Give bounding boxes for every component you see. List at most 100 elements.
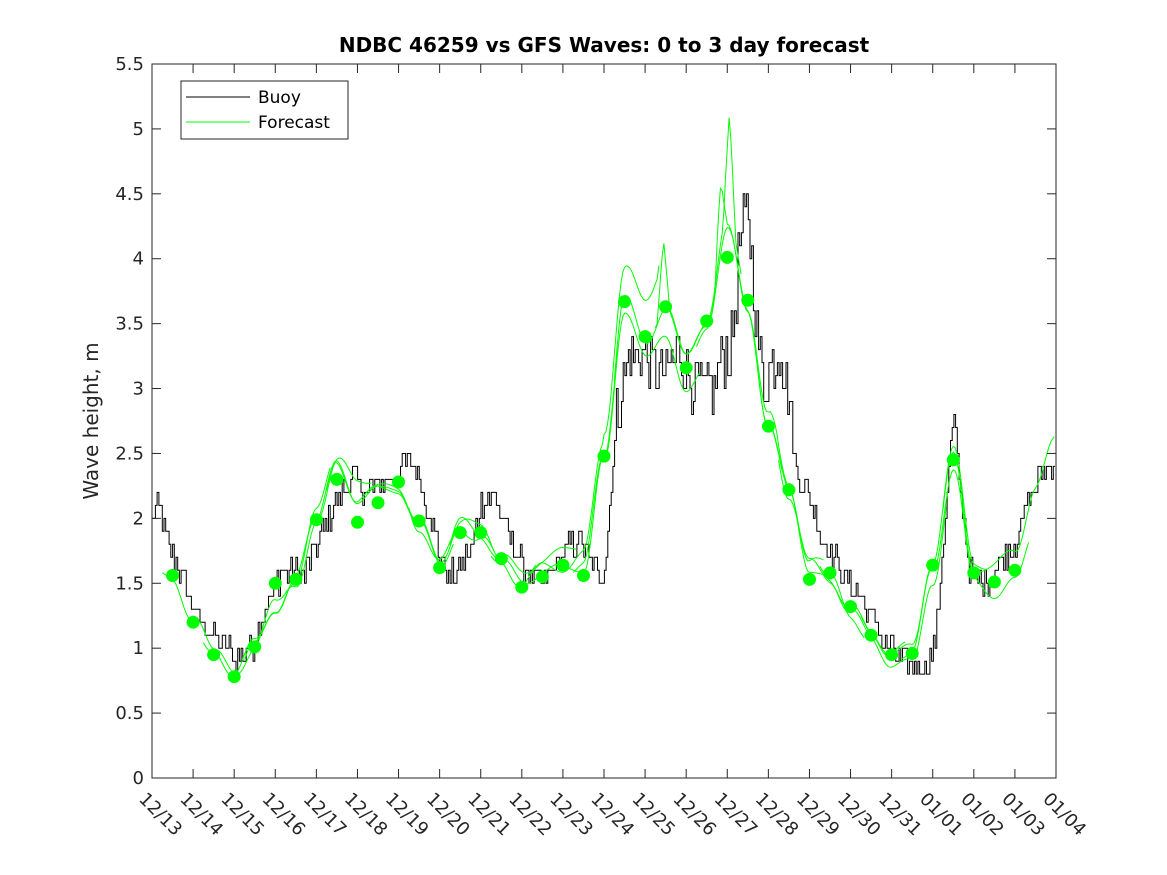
x-tick-label: 12/20 xyxy=(422,789,474,841)
y-tick-label: 0 xyxy=(133,768,144,789)
y-axis-label: Wave height, m xyxy=(79,342,103,499)
legend-buoy-label: Buoy xyxy=(258,88,301,108)
forecast-dot xyxy=(207,648,221,662)
forecast-dot xyxy=(926,558,940,572)
forecast-dot xyxy=(309,513,323,527)
forecast-dot xyxy=(700,314,714,328)
legend-forecast-label: Forecast xyxy=(258,113,330,133)
forecast-dot xyxy=(535,570,549,584)
forecast-dot xyxy=(227,670,241,684)
forecast-dot xyxy=(823,566,837,580)
forecast-dot xyxy=(248,640,262,654)
x-tick-label: 12/14 xyxy=(176,789,228,841)
forecast-dot xyxy=(905,646,919,660)
forecast-dot xyxy=(494,552,508,566)
forecast-series xyxy=(162,117,1055,677)
forecast-dot xyxy=(844,600,857,614)
x-tick-label: 01/01 xyxy=(915,789,967,841)
forecast-line xyxy=(408,507,537,588)
forecast-dot xyxy=(166,569,179,582)
y-tick-label: 3.5 xyxy=(115,314,144,335)
forecast-line xyxy=(285,461,413,593)
x-tick-label: 01/02 xyxy=(956,789,1008,841)
y-tick-label: 4 xyxy=(133,249,144,270)
y-axis-ticks: 0 0.5 1 1.5 2 2.5 3 3.5 4 4.5 5 5.5 xyxy=(115,54,1056,789)
y-tick-label: 0.5 xyxy=(115,703,144,724)
x-tick-label: 12/29 xyxy=(792,789,844,841)
y-tick-label: 5.5 xyxy=(115,54,144,75)
forecast-dot xyxy=(474,526,488,540)
x-tick-label: 12/22 xyxy=(504,789,556,841)
forecast-dot xyxy=(371,496,385,510)
buoy-series xyxy=(152,193,1055,675)
forecast-dot xyxy=(782,483,796,497)
forecast-dot xyxy=(618,295,631,309)
forecast-dot xyxy=(268,576,282,590)
x-tick-label: 12/28 xyxy=(751,789,803,841)
forecast-line xyxy=(531,265,660,574)
forecast-dot xyxy=(186,615,200,629)
forecast-dot xyxy=(803,572,816,586)
x-tick-label: 12/25 xyxy=(628,789,680,841)
forecast-dot xyxy=(330,472,344,486)
forecast-dot xyxy=(761,419,775,433)
forecast-line xyxy=(942,436,1055,573)
forecast-dot xyxy=(577,569,590,582)
forecast-dot xyxy=(638,330,652,344)
forecast-dot xyxy=(864,628,878,642)
forecast-dot xyxy=(967,566,981,580)
forecast-dot xyxy=(741,293,755,307)
buoy-line xyxy=(152,193,1055,675)
forecast-dot xyxy=(597,449,611,463)
y-tick-label: 1.5 xyxy=(115,573,144,594)
forecast-line xyxy=(449,516,577,574)
forecast-dot xyxy=(289,572,303,586)
forecast-dot xyxy=(392,475,405,489)
forecast-dot xyxy=(1008,563,1022,577)
forecast-dot xyxy=(412,514,426,528)
forecast-line xyxy=(572,312,701,573)
x-tick-label: 01/03 xyxy=(997,789,1049,841)
forecast-dot xyxy=(659,300,673,314)
y-tick-label: 4.5 xyxy=(115,184,144,205)
x-tick-label: 12/16 xyxy=(258,789,310,841)
forecast-line xyxy=(244,457,372,660)
x-tick-label: 12/17 xyxy=(299,789,351,841)
x-tick-label: 12/24 xyxy=(586,789,638,841)
forecast-dots xyxy=(166,250,1022,684)
y-tick-label: 5 xyxy=(133,119,144,140)
x-tick-label: 12/26 xyxy=(669,789,721,841)
x-tick-label: 12/19 xyxy=(381,789,433,841)
forecast-dot xyxy=(885,648,899,662)
forecast-dot xyxy=(679,361,693,375)
legend-box xyxy=(180,80,349,140)
x-tick-label: 01/04 xyxy=(1038,789,1090,841)
x-tick-label: 12/18 xyxy=(340,789,392,841)
y-tick-label: 2.5 xyxy=(115,443,144,464)
chart-title: NDBC 46259 vs GFS Waves: 0 to 3 day fore… xyxy=(339,33,870,57)
x-tick-label: 12/30 xyxy=(833,789,885,841)
y-tick-label: 2 xyxy=(133,508,144,529)
forecast-line xyxy=(819,504,947,668)
forecast-dot xyxy=(720,250,734,264)
x-tick-label: 12/13 xyxy=(134,789,186,841)
plot-background xyxy=(152,64,1056,778)
forecast-dot xyxy=(946,453,960,467)
forecast-line xyxy=(490,348,619,585)
forecast-line xyxy=(778,460,906,656)
y-tick-label: 1 xyxy=(133,638,144,659)
forecast-line xyxy=(613,117,742,382)
forecast-dot xyxy=(556,558,570,572)
x-tick-label: 12/27 xyxy=(710,789,762,841)
forecast-line xyxy=(367,485,495,563)
forecast-line xyxy=(901,469,1030,660)
legend: Buoy Forecast xyxy=(180,80,349,140)
forecast-dot xyxy=(351,515,364,529)
x-tick-label: 12/23 xyxy=(545,789,597,841)
x-tick-label: 12/15 xyxy=(217,789,269,841)
forecast-dot xyxy=(453,526,467,540)
forecast-line xyxy=(737,265,865,639)
x-tick-label: 12/31 xyxy=(874,789,926,841)
x-tick-label: 12/21 xyxy=(463,789,515,841)
